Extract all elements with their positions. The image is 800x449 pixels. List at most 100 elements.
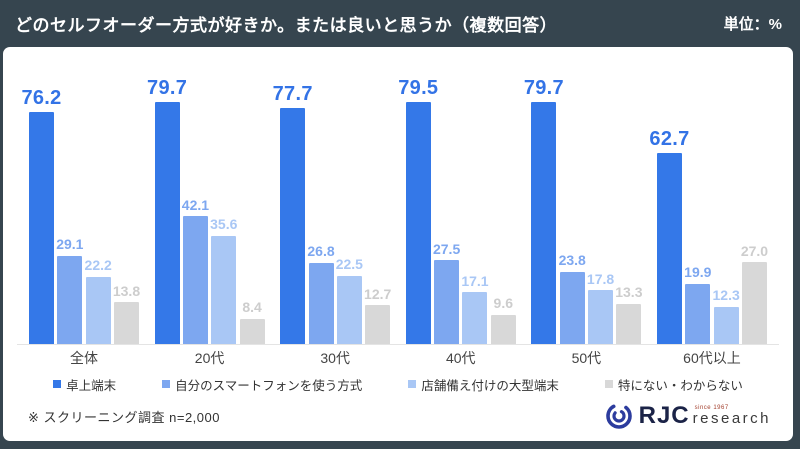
value-label: 27.5 (432, 241, 461, 258)
bar-column: 23.8 (558, 252, 586, 344)
bar-series-1 (154, 101, 180, 344)
bar-column: 77.7 (273, 83, 312, 344)
bar-column: 22.5 (335, 256, 363, 344)
rjc-spiral-icon (605, 403, 632, 429)
value-label: 17.1 (461, 272, 489, 289)
bar-series-3 (336, 275, 362, 344)
value-label: 13.8 (112, 282, 141, 299)
bar-group: 62.7 19.9 12.3 27.0 (649, 128, 769, 344)
value-label: 13.3 (615, 284, 643, 301)
bar-series-4 (239, 318, 265, 344)
legend-item: 卓上端末 (53, 375, 116, 394)
value-label: 35.6 (210, 216, 238, 233)
page-title: どのセルフオーダー方式が好きか。または良いと思うか（複数回答） (15, 16, 558, 35)
legend-swatch (604, 380, 613, 388)
value-label: 42.1 (181, 196, 210, 213)
value-label: 17.8 (586, 270, 615, 287)
bar-series-4 (616, 303, 642, 344)
legend-item: 店舗備え付けの大型端末 (408, 375, 559, 394)
bar-series-2 (559, 271, 585, 344)
bar-series-3 (211, 235, 237, 344)
legend-swatch (162, 380, 171, 388)
category-label: 20代 (194, 349, 225, 366)
bar-column: 13.3 (615, 284, 643, 344)
bar-series-1 (656, 153, 682, 344)
value-label: 12.3 (712, 287, 740, 304)
value-label: 19.9 (684, 264, 712, 281)
rjc-logo: RJC since 1967 research (604, 401, 771, 431)
value-label: 79.7 (523, 76, 564, 99)
value-label: 62.7 (649, 128, 690, 151)
legend-swatch (53, 380, 62, 388)
bar-column: 62.7 (649, 128, 689, 344)
bar-series-2 (685, 283, 711, 344)
bar-chart-plot: 76.2 29.1 22.2 13.8 79.7 42.1 35.6 8.4 77.7 26.8 2… (17, 47, 779, 345)
chart-header: どのセルフオーダー方式が好きか。または良いと思うか（複数回答） 単位：% (0, 0, 800, 47)
bar-column: 12.3 (712, 287, 740, 344)
bar-column: 79.7 (524, 77, 564, 344)
legend-label: 自分のスマートフォンを使う方式 (175, 378, 363, 393)
bar-column: 17.8 (586, 270, 615, 344)
bar-series-2 (57, 255, 83, 344)
legend-label: 卓上端末 (66, 378, 117, 393)
legend-swatch (408, 380, 417, 388)
bar-column: 22.2 (84, 257, 112, 344)
bar-column: 19.9 (684, 264, 712, 344)
bar-column: 29.1 (56, 236, 84, 344)
category-label: 60代以上 (683, 349, 741, 366)
x-axis-labels: 全体 20代 30代 40代 50代 60代以上 (17, 345, 779, 370)
bar-column: 42.1 (181, 196, 210, 344)
value-label: 79.5 (398, 77, 439, 100)
bar-column: 76.2 (21, 87, 61, 344)
bar-group: 79.7 42.1 35.6 8.4 (147, 77, 265, 344)
bar-series-3 (588, 289, 614, 344)
chart-legend: 卓上端末 自分のスマートフォンを使う方式 店舗備え付けの大型端末 特にない・わからない (3, 373, 793, 395)
bar-column: 79.5 (398, 77, 438, 344)
value-label: 79.7 (147, 76, 188, 99)
logo-text-rjc: RJC (638, 402, 690, 429)
logo-text-right: since 1967 research (693, 405, 771, 428)
unit-label: 単位：% (723, 16, 782, 33)
bar-group: 77.7 26.8 22.5 12.7 (273, 83, 391, 344)
bar-group: 76.2 29.1 22.2 13.8 (21, 87, 141, 344)
bar-series-4 (490, 314, 516, 344)
bar-column: 35.6 (210, 216, 238, 344)
bar-column: 27.0 (740, 242, 769, 344)
bar-series-1 (405, 102, 431, 344)
survey-note: ※ スクリーニング調査 n=2,000 (28, 409, 220, 425)
value-label: 22.2 (84, 257, 112, 274)
bar-group: 79.7 23.8 17.8 13.3 (524, 77, 643, 344)
legend-label: 店舗備え付けの大型端末 (421, 378, 559, 393)
bar-series-3 (462, 292, 488, 344)
value-label: 27.0 (740, 242, 769, 259)
bar-series-1 (280, 107, 306, 344)
value-label: 8.4 (242, 299, 262, 316)
bar-series-2 (308, 262, 334, 344)
category-label: 30代 (320, 349, 350, 366)
legend-item: 特にない・わからない (604, 375, 743, 394)
bar-column: 79.7 (147, 77, 187, 344)
logo-since: since 1967 (694, 404, 729, 411)
category-label: 全体 (70, 349, 98, 366)
bar-series-3 (85, 276, 111, 344)
category-label: 50代 (571, 349, 602, 366)
value-label: 29.1 (56, 236, 84, 253)
bar-column: 9.6 (490, 296, 516, 344)
bar-series-1 (531, 101, 557, 344)
bar-series-4 (741, 261, 767, 344)
logo-research: research (692, 409, 771, 427)
bar-column: 12.7 (364, 286, 391, 344)
chart-card: 76.2 29.1 22.2 13.8 79.7 42.1 35.6 8.4 77.7 26.8 2… (3, 47, 793, 441)
value-label: 76.2 (21, 87, 62, 110)
value-label: 23.8 (558, 252, 586, 269)
bar-column: 26.8 (307, 243, 335, 344)
category-label: 40代 (445, 349, 476, 366)
bar-column: 17.1 (461, 272, 489, 344)
bar-series-2 (434, 260, 460, 344)
legend-item: 自分のスマートフォンを使う方式 (162, 375, 362, 394)
value-label: 22.5 (335, 256, 363, 273)
bar-series-4 (365, 305, 391, 344)
value-label: 77.7 (272, 82, 313, 105)
bar-group: 79.5 27.5 17.1 9.6 (398, 77, 516, 344)
bar-column: 8.4 (239, 299, 265, 344)
